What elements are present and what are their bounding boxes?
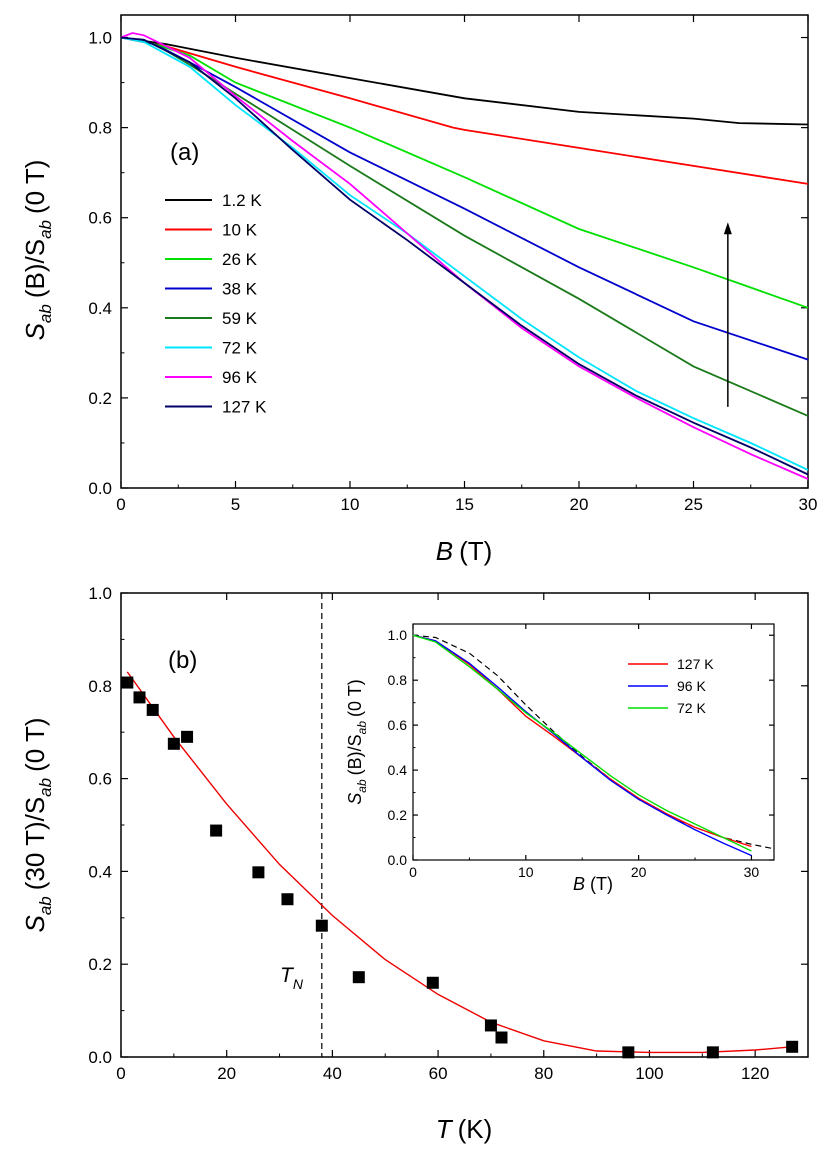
inset-ytick-label: 0.2 [388,807,408,823]
panel-b-label: (b) [168,647,197,674]
series-line-1-2-k [120,36,809,126]
inset-ytick-label: 0.6 [388,717,408,733]
panel-a-ytick-label: 0.6 [88,209,112,228]
inset-xtick-label: 10 [518,864,534,880]
panel-a-xtick-label: 5 [231,495,240,514]
inset-legend-label-96-k: 96 K [677,678,706,694]
inset-ytick-label: 1.0 [388,627,408,643]
panel-b-ytick-label: 0.6 [88,770,112,789]
panel-a-xtick-label: 30 [799,495,818,514]
legend-label-59-k: 59 K [222,309,258,328]
panel-a-ytick-label: 1.0 [88,29,112,48]
data-point [281,893,294,906]
panel-a-xtick-label: 20 [570,495,589,514]
inset-xtick-label: 0 [409,864,417,880]
data-point [252,866,265,879]
inset-chart: 0 10 20 300.00.20.40.60.81.0 127 K96 K72 K … [345,623,775,894]
panel-a-ylabel: Sab(B)/Sab(0 T) [20,160,55,341]
panel-b-xtick-label: 20 [217,1064,236,1083]
panel-a-xtick-label: 0 [116,495,125,514]
panel-b-xlabel: T (K) [436,1114,493,1144]
panel-a-xlabel-var: B [436,536,453,566]
data-point [315,919,328,932]
legend-label-72-k: 72 K [222,339,258,358]
legend-label-127-k: 127 K [222,398,267,417]
fit-curve [126,671,793,1054]
panel-b-ytick-label: 0.8 [88,677,112,696]
data-point [495,1031,508,1044]
inset-series-line-96-k [412,634,752,857]
inset-series-line-72-k [412,634,752,852]
panel-b-ytick-label: 0.2 [88,955,112,974]
series-line-26-k [120,36,809,309]
data-point [786,1040,799,1053]
panel-b-xtick-label: 100 [635,1064,663,1083]
data-point [121,676,134,689]
panel-a: 0 5 10 15 20 25 30 0.0 0.2 0.4 0.6 0.8 1.0 (a) 1.2 K… [20,14,818,566]
data-point [622,1046,635,1059]
data-point [210,824,223,837]
panel-b-ytick-label: 0.0 [88,1048,112,1067]
inset-xtick-label: 20 [631,864,647,880]
increase-arrow [723,222,732,407]
inset-legend-label-127-k: 127 K [677,656,714,672]
panel-a-xlabel-unit: (T) [459,536,492,566]
data-point [706,1046,719,1059]
legend-label-38-k: 38 K [222,280,258,299]
panel-a-xtick-label: 15 [455,495,474,514]
data-point [426,976,439,989]
panel-a-ytick-label: 0.0 [88,479,112,498]
series-line-96-k [120,32,809,480]
panel-b-ytick-label: 1.0 [88,584,112,603]
legend-label-10-k: 10 K [222,221,258,240]
data-point [146,703,159,716]
data-point [484,1019,497,1032]
data-point [352,971,365,984]
panel-a-ytick-label: 0.8 [88,119,112,138]
panel-b-ytick-label: 0.4 [88,862,112,881]
series-line-10-k [120,36,809,185]
panel-a-xtick-label: 10 [341,495,360,514]
inset-legend-label-72-k: 72 K [677,700,706,716]
inset-xtick-label: 30 [744,864,760,880]
data-point [167,737,180,750]
series-line-72-k [120,36,809,471]
inset-ytick-label: 0.8 [388,672,408,688]
panel-a-label: (a) [170,139,199,166]
legend-label-26-k: 26 K [222,250,258,269]
panel-b-xtick-label: 40 [323,1064,342,1083]
panel-b-xtick-label: 60 [429,1064,448,1083]
inset-legend: 127 K 96 K 72 K [628,656,714,716]
inset-ytick-label: 0.0 [388,852,408,868]
tn-label: TN [280,964,304,992]
arrow-head [723,222,732,235]
panel-a-ytick-label: 0.4 [88,299,112,318]
panel-a-ytick-label: 0.2 [88,389,112,408]
panel-a-xtick-label: 25 [684,495,703,514]
legend-label-96-k: 96 K [222,368,258,387]
inset-ylabel: Sab(B)/Sab(0 T) [345,679,369,804]
panel-a-legend: 1.2 K 10 K 26 K 38 K 59 K 72 K 96 K 127 K [165,191,267,417]
data-point [181,730,194,743]
panel-b-xtick-label: 120 [741,1064,769,1083]
inset-ytick-label: 0.4 [388,762,408,778]
series-line-127-k [120,36,809,476]
inset-xlabel: B (T) [573,874,613,894]
panel-a-xlabel: B (T) [436,536,493,566]
panel-b-xtick-label: 0 [116,1064,125,1083]
panel-b-ylabel: Sab(30 T)/Sab(0 T) [20,717,55,932]
inset-frame [412,623,775,861]
legend-label-1-2-k: 1.2 K [222,191,262,210]
data-point [133,691,146,704]
panel-b-xtick-label: 80 [534,1064,553,1083]
